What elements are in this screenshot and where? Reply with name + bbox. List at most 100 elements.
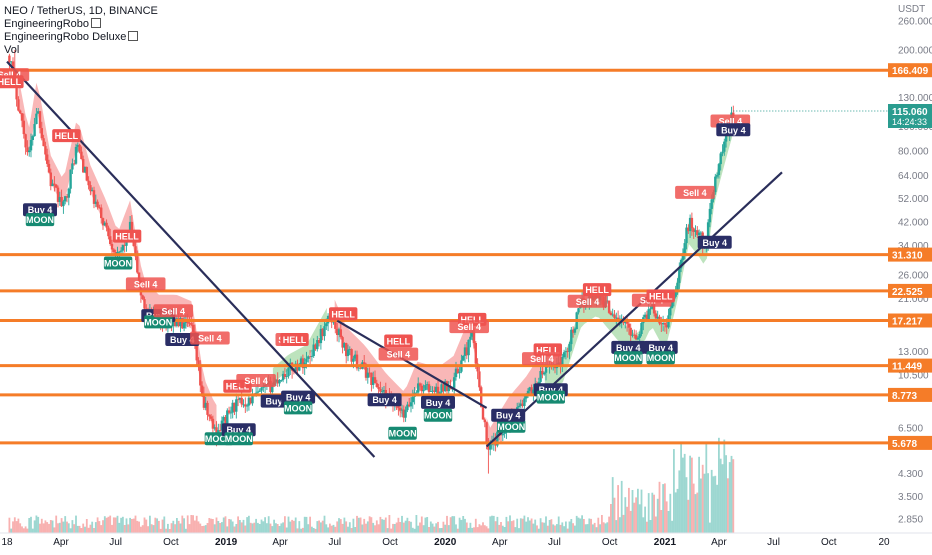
volume-bar [444,524,447,533]
volume-bar [393,524,396,533]
time-axis-tick: 2020 [434,537,457,548]
indicator-settings-icon[interactable] [128,31,139,41]
last-price-tag [888,104,932,128]
volume-bar [352,518,355,533]
candle-body [242,404,245,406]
volume-bar [635,497,637,533]
time-axis[interactable] [0,533,932,550]
signal-text: MOON [144,317,172,327]
indicator-engineeringrobo-deluxe[interactable]: EngineeringRobo Deluxe [4,31,127,43]
volume-bar [694,494,697,533]
volume-bar [58,522,61,533]
volume-bar [727,478,729,533]
candle-body [285,376,288,377]
signal-sell-label: Sell 4 [378,347,419,361]
trend-line[interactable] [6,60,376,458]
countdown-label: 14:24:33 [892,117,927,127]
volume-bar [428,527,430,533]
volume-bar [563,526,565,533]
volume-bar [685,477,688,533]
signal-buy-label: Buy 4 [23,203,57,217]
volume-bar [613,497,616,533]
volume-bar [219,523,221,533]
candle-body [26,147,29,153]
candle-body [188,323,191,324]
volume-bar [507,521,510,533]
volume-bar [359,517,362,533]
candle-body [539,371,542,382]
volume-bar [514,527,517,533]
candle-body [321,328,324,337]
signal-moon-label: MOON [103,256,133,270]
signal-moon-label: MOON [423,408,453,422]
volume-bar [248,515,250,533]
price-axis-tick: 34.000 [898,241,929,252]
volume-bar [584,524,587,533]
candle-body [15,79,18,100]
volume-bar [62,521,65,533]
candle-body [233,402,236,412]
candle-body [317,340,321,344]
time-axis-tick: 20 [878,537,890,548]
level-price-label: 17.217 [892,317,923,328]
volume-bar [595,527,598,533]
candle-body [670,300,674,308]
price-axis[interactable] [888,0,932,533]
candle-body [363,362,366,365]
volume-bar [590,518,592,533]
signal-text: HELL [331,309,355,319]
volume-bar [181,515,184,533]
candle-body [354,354,357,359]
signal-buy-label: Buy 4 [716,123,751,137]
volume-bar [246,517,248,533]
indicator-settings-icon[interactable] [91,18,102,28]
candle-body [172,320,175,327]
signal-hell-label: HELL [384,334,413,348]
candle-body [42,138,45,147]
volume-bar [28,518,31,533]
volume-bar [419,522,421,533]
candle-body [55,184,58,188]
volume-bar [530,518,533,533]
volume-bar [111,524,113,533]
volume-bar [455,524,457,533]
indicator-vol[interactable]: Vol [4,44,20,56]
candle-body [723,141,726,152]
candle-body [190,323,193,325]
candle-body [110,244,114,250]
candle-body [465,347,468,356]
candle-body [119,250,123,252]
volume-bar [294,517,297,533]
signal-text: Sell 4 [134,279,158,289]
volume-bar [109,515,112,533]
volume-bar [503,527,506,533]
volume-bar [374,525,376,533]
volume-bar [518,528,520,533]
volume-bar [141,525,144,533]
candle-body [64,196,67,202]
volume-bar [230,519,232,533]
candle-body [85,167,88,181]
volume-bar [546,525,549,533]
indicator-engineeringrobo[interactable]: EngineeringRobo [4,18,90,30]
trend-line[interactable] [485,171,783,448]
volume-bar [377,524,380,533]
volume-bar [57,523,59,533]
volume-bar [716,484,718,533]
signal-badge [224,432,253,446]
volume-bar [125,518,128,533]
candle-body [229,412,233,414]
time-axis-tick: Oct [382,537,398,548]
candle-body [411,396,414,403]
candle-body [62,201,65,207]
candle-body [485,422,488,443]
volume-bar [280,523,283,533]
trend-line[interactable] [336,319,488,409]
volume-bar [556,524,558,533]
signal-text: HELL [649,292,673,302]
volume-bar [725,455,727,533]
signal-text: MOON [104,259,132,269]
volume-bar [673,449,675,533]
